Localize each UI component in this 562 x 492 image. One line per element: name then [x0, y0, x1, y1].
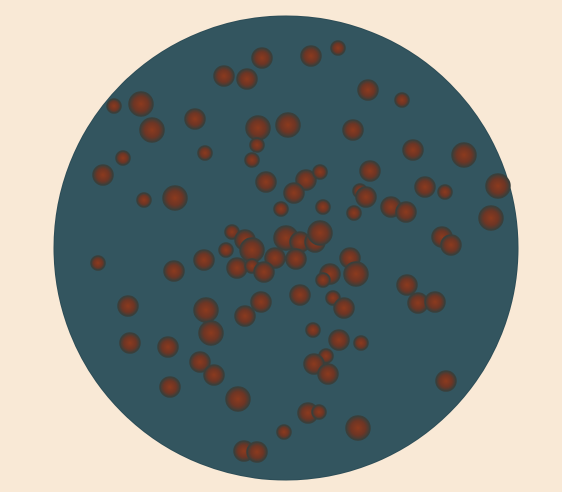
game-dot[interactable] [253, 261, 275, 283]
game-dot[interactable] [451, 142, 477, 168]
game-dot[interactable] [343, 261, 369, 287]
game-dot[interactable] [402, 139, 424, 161]
game-dot[interactable] [328, 329, 350, 351]
dots-layer [90, 40, 511, 463]
game-dot[interactable] [300, 45, 322, 67]
game-dot[interactable] [276, 424, 292, 440]
game-dot[interactable] [157, 336, 179, 358]
game-dot[interactable] [92, 164, 114, 186]
game-dot[interactable] [283, 182, 305, 204]
game-dot[interactable] [163, 260, 185, 282]
game-dot[interactable] [119, 332, 141, 354]
game-dot[interactable] [355, 186, 377, 208]
game-dot[interactable] [106, 98, 122, 114]
game-dot[interactable] [236, 68, 258, 90]
game-dot[interactable] [225, 386, 251, 412]
game-dot[interactable] [315, 199, 331, 215]
game-dot[interactable] [197, 145, 213, 161]
game-dot[interactable] [159, 376, 181, 398]
game-dot[interactable] [128, 91, 154, 117]
game-dot[interactable] [315, 272, 331, 288]
game-dot[interactable] [115, 150, 131, 166]
game-dot[interactable] [435, 370, 457, 392]
game-dot[interactable] [255, 171, 277, 193]
game-dot[interactable] [213, 65, 235, 87]
game-dot[interactable] [330, 40, 346, 56]
game-dot[interactable] [184, 108, 206, 130]
game-dot[interactable] [312, 164, 328, 180]
game-dot[interactable] [136, 192, 152, 208]
game-dot[interactable] [357, 79, 379, 101]
game-dot[interactable] [189, 351, 211, 373]
game-dot[interactable] [275, 112, 301, 138]
game-dot[interactable] [333, 297, 355, 319]
game-dot[interactable] [162, 185, 188, 211]
game-dot[interactable] [346, 205, 362, 221]
game-dot[interactable] [246, 441, 268, 463]
game-dot[interactable] [307, 220, 333, 246]
game-dot[interactable] [90, 255, 106, 271]
game-dot[interactable] [353, 335, 369, 351]
game-dot[interactable] [245, 115, 271, 141]
game-dot[interactable] [478, 205, 504, 231]
game-dot[interactable] [485, 173, 511, 199]
game-dot[interactable] [250, 291, 272, 313]
game-dot[interactable] [218, 242, 234, 258]
game-dot[interactable] [311, 404, 327, 420]
game-dot[interactable] [289, 284, 311, 306]
game-dot[interactable] [395, 201, 417, 223]
game-dot[interactable] [345, 415, 371, 441]
game-dot[interactable] [249, 137, 265, 153]
game-dot[interactable] [193, 297, 219, 323]
game-dot[interactable] [394, 92, 410, 108]
game-dot[interactable] [414, 176, 436, 198]
game-dot[interactable] [234, 305, 256, 327]
game-dot[interactable] [117, 295, 139, 317]
game-dot[interactable] [424, 291, 446, 313]
game-dot[interactable] [198, 320, 224, 346]
game-dot[interactable] [251, 47, 273, 69]
game-dot[interactable] [317, 363, 339, 385]
game-dot[interactable] [226, 257, 248, 279]
game-dot[interactable] [396, 274, 418, 296]
game-dot[interactable] [244, 152, 260, 168]
game-dot[interactable] [203, 364, 225, 386]
game-dot[interactable] [273, 201, 289, 217]
game-dot[interactable] [285, 248, 307, 270]
game-dot[interactable] [342, 119, 364, 141]
game-dot[interactable] [264, 247, 286, 269]
game-dot[interactable] [359, 160, 381, 182]
game-dot[interactable] [139, 117, 165, 143]
game-dot[interactable] [193, 249, 215, 271]
game-dot[interactable] [305, 322, 321, 338]
game-dot[interactable] [440, 234, 462, 256]
game-dot[interactable] [437, 184, 453, 200]
